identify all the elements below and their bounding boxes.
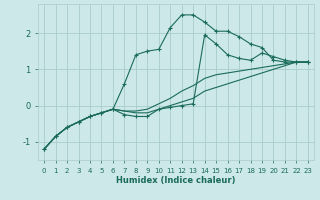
X-axis label: Humidex (Indice chaleur): Humidex (Indice chaleur) <box>116 176 236 185</box>
